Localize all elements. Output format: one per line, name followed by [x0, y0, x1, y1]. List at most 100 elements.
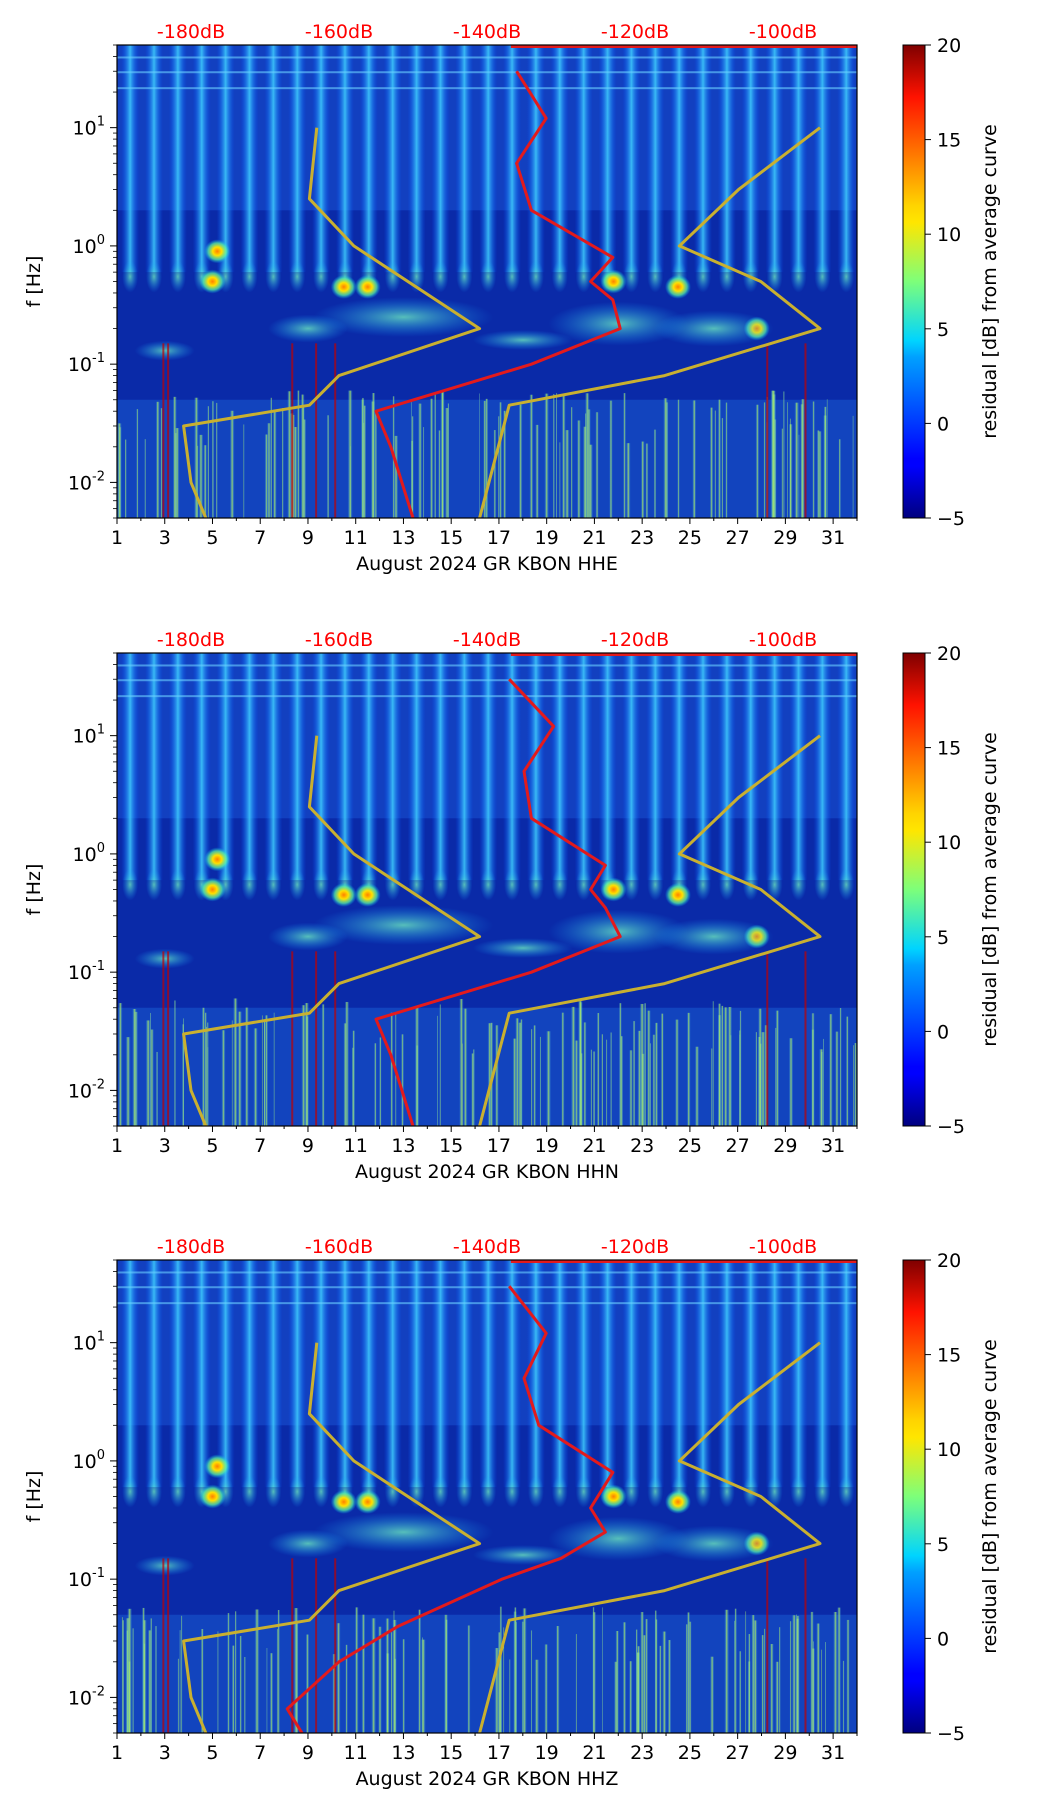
lowfreq-stripe [173, 1000, 176, 1126]
daily-stripe [550, 653, 569, 881]
lowfreq-stripe [688, 1621, 692, 1733]
transient-line [291, 343, 294, 518]
daily-stripe [145, 653, 163, 881]
lowfreq-stripe [444, 1619, 449, 1733]
x-tick-label: 25 [678, 1742, 702, 1764]
y-axis-label: f [Hz] [23, 256, 45, 308]
lowfreq-stripe [517, 1022, 523, 1126]
daily-blob [146, 868, 162, 901]
lowfreq-stripe [835, 1031, 839, 1126]
top-db-label: -140dB [453, 629, 521, 651]
lowfreq-stripe [233, 998, 238, 1126]
x-tick-label: 31 [821, 1742, 845, 1764]
lowfreq-stripe [378, 1626, 382, 1733]
lowfreq-stripe [512, 1038, 517, 1126]
hf-noise-line [117, 695, 857, 698]
lowfreq-stripe [361, 397, 365, 518]
daily-stripe [837, 653, 856, 881]
lowfreq-stripe [758, 1043, 763, 1126]
colorbar-label: residual [dB] from average curve [979, 124, 1001, 439]
daily-stripe [550, 45, 569, 273]
daily-blob [432, 1475, 449, 1508]
daily-blob [432, 260, 449, 293]
daily-blob [122, 260, 139, 293]
lowfreq-stripe [640, 1612, 645, 1733]
lowfreq-stripe [745, 1611, 747, 1733]
lowfreq-stripe [343, 1023, 347, 1126]
lowfreq-stripe [575, 1634, 577, 1733]
daily-blob [313, 1475, 330, 1508]
top-db-label: -120dB [601, 1236, 669, 1258]
lowfreq-stripe [610, 1032, 613, 1126]
top-red-edge [510, 45, 857, 48]
daily-stripe [192, 1260, 211, 1488]
lowfreq-stripe [839, 1007, 842, 1126]
daily-stripe [216, 653, 235, 881]
transient-line [766, 343, 769, 518]
lowfreq-stripe [842, 1660, 845, 1733]
lowfreq-stripe [438, 430, 441, 518]
lowfreq-stripe [518, 404, 523, 518]
lowfreq-stripe [592, 1607, 595, 1733]
daily-stripe [431, 653, 450, 881]
y-tick-label: 10-1 [68, 959, 105, 984]
daily-blob [480, 1475, 497, 1508]
microseism-haze [267, 1529, 348, 1558]
lowfreq-stripe [570, 1006, 576, 1126]
y-tick-base: 10 [68, 1569, 92, 1591]
lowfreq-stripe [660, 1013, 664, 1126]
daily-stripe [694, 1260, 713, 1488]
lowfreq-stripe [623, 393, 626, 518]
top-db-label: -140dB [453, 1236, 521, 1258]
daily-stripe [359, 45, 378, 273]
lowfreq-stripe [269, 1653, 274, 1733]
transient-line [167, 1558, 170, 1733]
lowfreq-stripe [725, 402, 728, 518]
energy-blob [330, 1489, 357, 1514]
lowfreq-stripe [556, 1626, 560, 1733]
lowfreq-stripe [709, 1656, 715, 1733]
daily-blob [527, 1475, 544, 1508]
y-axis-label: f [Hz] [23, 1471, 45, 1523]
daily-stripe [694, 653, 713, 881]
x-tick-label: 23 [630, 1742, 654, 1764]
daily-stripe [789, 653, 808, 881]
colorbar-tick-label: 15 [937, 1345, 961, 1367]
energy-blob [664, 274, 691, 299]
lowfreq-stripe [127, 1608, 133, 1733]
lowfreq-stripe [828, 1014, 833, 1126]
daily-stripe [145, 45, 163, 273]
daily-stripe [526, 653, 545, 881]
lowfreq-stripe [738, 1651, 742, 1733]
x-tick-label: 3 [159, 1135, 171, 1157]
lowfreq-stripe [459, 999, 464, 1126]
daily-stripe [694, 45, 713, 273]
hf-noise-line [117, 71, 857, 74]
transient-line [162, 1558, 165, 1733]
lowfreq-stripe [229, 410, 235, 518]
hf-noise-line [117, 664, 857, 667]
average-psd-curve [374, 70, 622, 518]
transient-line [804, 1558, 807, 1733]
lowfreq-stripe [125, 1037, 131, 1126]
y-tick-exponent: -2 [92, 1684, 105, 1699]
lowfreq-stripe [351, 1047, 355, 1126]
lowfreq-stripe [544, 393, 549, 518]
lowfreq-stripe [390, 1012, 394, 1126]
daily-stripe [646, 653, 665, 881]
lowfreq-stripe [154, 1626, 158, 1733]
daily-blob [241, 1475, 258, 1508]
lowfreq-stripe [142, 1643, 146, 1733]
energy-blob [330, 882, 357, 907]
lowfreq-stripe [602, 1607, 604, 1733]
lowfreq-stripe [727, 1007, 733, 1126]
lowfreq-stripe [733, 1620, 736, 1733]
lowfreq-stripe [853, 1043, 857, 1126]
daily-blob [862, 869, 878, 901]
daily-blob [838, 1475, 855, 1508]
lowfreq-stripe [583, 1022, 587, 1126]
lowfreq-stripe [497, 1632, 501, 1733]
daily-blob [504, 260, 521, 293]
x-tick-label: 13 [391, 1742, 415, 1764]
daily-blob [814, 260, 831, 293]
